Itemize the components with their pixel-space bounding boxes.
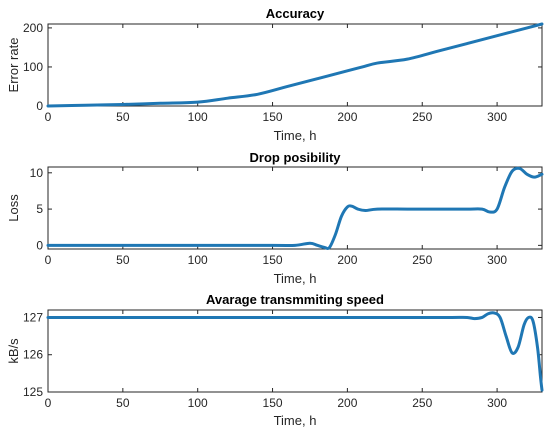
x-tick-label: 250 <box>412 110 432 124</box>
ticks-speed: 0 50 100 150 200 250 300 125 126 127 <box>23 310 542 410</box>
x-axis-label-speed: Time, h <box>274 413 317 428</box>
x-tick-label: 200 <box>337 396 357 410</box>
y-axis-label-accuracy: Error rate <box>6 38 21 93</box>
x-tick-label: 50 <box>116 110 130 124</box>
x-axis-label-drop: Time, h <box>274 271 317 286</box>
panel-title-speed: Avarage transmmiting speed <box>206 292 384 307</box>
y-tick-label: 200 <box>23 21 43 35</box>
axes-frame-accuracy <box>47 23 543 107</box>
series-line-accuracy <box>46 22 544 108</box>
x-tick-label: 100 <box>188 396 208 410</box>
x-tick-label: 50 <box>116 253 130 267</box>
x-tick-label: 150 <box>263 253 283 267</box>
y-tick-label: 100 <box>23 60 43 74</box>
y-tick-label: 10 <box>30 166 44 180</box>
y-tick-label: 127 <box>23 310 43 324</box>
x-tick-label: 150 <box>263 110 283 124</box>
axes-frame-speed <box>47 309 543 393</box>
x-tick-label: 100 <box>188 253 208 267</box>
x-tick-label: 0 <box>45 253 52 267</box>
y-tick-label: 126 <box>23 348 43 362</box>
x-tick-label: 200 <box>337 110 357 124</box>
series-line-speed <box>46 311 544 392</box>
y-axis-label-speed: kB/s <box>6 338 21 364</box>
x-tick-label: 250 <box>412 253 432 267</box>
x-tick-label: 150 <box>263 396 283 410</box>
x-axis-label-accuracy: Time, h <box>274 128 317 143</box>
panel-accuracy: Accuracy Time, h Error rate 0 50 100 150 200… <box>6 6 544 143</box>
x-tick-label: 0 <box>45 396 52 410</box>
y-tick-label: 0 <box>36 238 43 252</box>
x-tick-label: 50 <box>116 396 130 410</box>
y-tick-label: 125 <box>23 385 43 399</box>
panel-title-accuracy: Accuracy <box>266 6 325 21</box>
y-tick-label: 5 <box>36 202 43 216</box>
x-tick-label: 100 <box>188 110 208 124</box>
ticks-accuracy: 0 50 100 150 200 250 300 0 100 200 <box>23 21 542 124</box>
x-tick-label: 200 <box>337 253 357 267</box>
x-tick-label: 250 <box>412 396 432 410</box>
x-tick-label: 300 <box>487 396 507 410</box>
ticks-drop: 0 50 100 150 200 250 300 0 5 10 <box>30 166 542 267</box>
series-line-drop <box>46 166 544 251</box>
y-tick-label: 0 <box>36 99 43 113</box>
y-axis-label-drop: Loss <box>6 194 21 222</box>
x-tick-label: 300 <box>487 253 507 267</box>
panel-transmitting-speed: Avarage transmmiting speed Time, h kB/s … <box>6 292 544 428</box>
x-tick-label: 0 <box>45 110 52 124</box>
panel-title-drop: Drop posibility <box>250 150 342 165</box>
x-tick-label: 300 <box>487 110 507 124</box>
panel-drop-posibility: Drop posibility Time, h Loss 0 50 100 150 20… <box>6 150 544 286</box>
